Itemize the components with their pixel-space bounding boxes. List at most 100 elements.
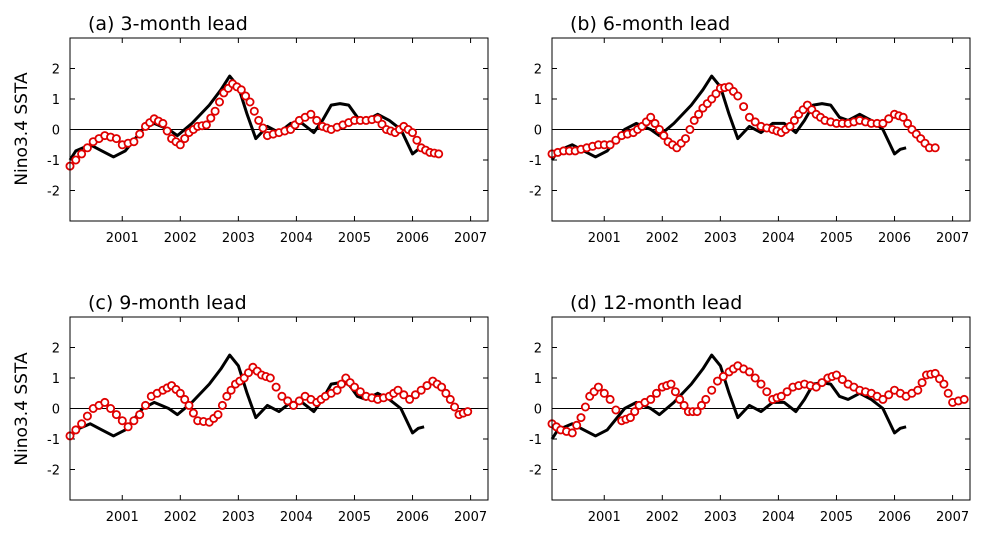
predicted-point [450,402,460,412]
predicted-point [217,400,227,410]
panel-title: (c) 9-month lead [88,292,247,314]
x-tick-label: 2005 [820,510,853,525]
predicted-point [884,114,894,124]
y-tick-label: 1 [52,93,60,108]
predicted-point [652,388,662,398]
predicted-point [123,422,133,432]
x-tick-label: 2004 [762,231,795,246]
predicted-point [878,118,888,128]
predicted-point [399,390,409,400]
predicted-point [939,379,949,389]
predicted-point [188,408,198,418]
predicted-point [463,407,473,417]
predicted-point [739,102,749,112]
predicted-point [913,385,923,395]
predicted-point [175,388,185,398]
predicted-point [422,381,432,391]
x-tick-label: 2004 [280,231,313,246]
predicted-point [180,394,190,404]
predicted-point [336,379,346,389]
predicted-point [158,118,168,128]
predicted-point [393,385,403,395]
predicted-point [930,143,940,153]
predicted-point [407,128,417,138]
predicted-point [670,387,680,397]
panel-title: (a) 3-month lead [88,13,248,35]
predicted-point [593,382,603,392]
x-tick-label: 2007 [936,510,969,525]
predicted-point [206,113,216,123]
y-tick-label: -1 [47,154,60,169]
x-tick-label: 2006 [878,231,911,246]
predicted-point [129,137,139,147]
predicted-point [71,155,81,165]
predicted-point [441,388,451,398]
predicted-point [117,416,127,426]
predicted-point [140,400,150,410]
panel-title: (b) 6-month lead [570,13,730,35]
predicted-point [271,382,281,392]
predicted-point [580,402,590,412]
predicted-point [180,134,190,144]
predicted-point [100,397,110,407]
chart-panel: (d) 12-month lead -2 -1 0 1 2 2001 2002 2003 2004… [529,292,971,525]
predicted-point [355,387,365,397]
predicted-point [210,106,220,116]
predicted-point [666,379,676,389]
predicted-point [201,120,211,130]
predicted-point [312,115,322,125]
y-tick-label: -1 [529,154,542,169]
predicted-point [226,385,236,395]
predicted-point [611,405,621,415]
x-tick-label: 2007 [454,231,487,246]
predicted-point [701,394,711,404]
predicted-point [744,367,754,377]
predicted-point [685,125,695,135]
y-tick-label: 0 [52,403,60,418]
predicted-point [445,394,455,404]
predicted-point [277,391,287,401]
x-tick-label: 2005 [338,231,371,246]
predicted-point [283,396,293,406]
predicted-point [733,91,743,101]
y-tick-label: 2 [52,342,60,357]
x-tick-label: 2001 [588,510,621,525]
predicted-point [654,125,664,135]
predicted-point [294,396,304,406]
predicted-point [306,109,316,119]
predicted-point [184,400,194,410]
x-tick-label: 2003 [222,231,255,246]
predicted-point [713,376,723,386]
predicted-point [782,387,792,397]
predicted-point [646,112,656,122]
predicted-point [605,394,615,404]
predicted-point [106,403,116,413]
plot-frame [69,37,489,222]
y-tick-label: 2 [534,342,542,357]
predicted-point [625,413,635,423]
predicted-point [412,135,422,145]
predicted-point [817,378,827,388]
predicted-point [416,385,426,395]
x-tick-label: 2006 [878,510,911,525]
predicted-point [213,410,223,420]
x-tick-label: 2003 [222,510,255,525]
predicted-point [694,109,704,119]
predicted-point [811,382,821,392]
x-tick-label: 2007 [454,510,487,525]
predicted-point [111,410,121,420]
predicted-point [750,117,760,127]
predicted-point [832,370,842,380]
y-tick-label: -1 [47,433,60,448]
y-tick-label: 2 [52,63,60,78]
x-tick-label: 2004 [762,510,795,525]
predicted-point [681,134,691,144]
predicted-point [903,118,913,128]
predicted-point [756,379,766,389]
predicted-point [437,382,447,392]
predicted-point [82,143,92,153]
x-tick-label: 2001 [588,231,621,246]
y-tick-label: 1 [534,93,542,108]
